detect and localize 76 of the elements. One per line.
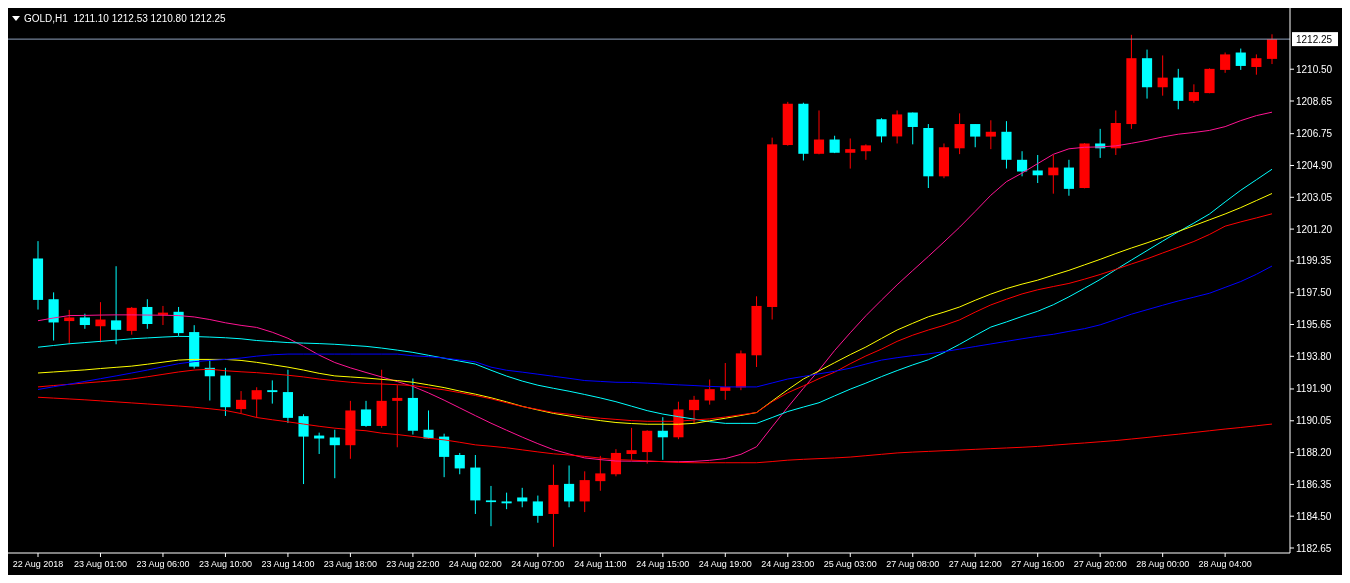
x-tick-label: 24 Aug 15:00 (636, 559, 690, 569)
candlestick (1188, 83, 1199, 104)
candlestick (532, 495, 543, 524)
x-tick-label: 27 Aug 16:00 (1011, 559, 1065, 569)
x-tick-label: 23 Aug 22:00 (386, 559, 440, 569)
candlestick (517, 487, 528, 508)
candlestick (485, 485, 497, 527)
candlestick (579, 470, 590, 513)
candlestick (970, 123, 981, 148)
y-tick-label: 1195.65 (1296, 319, 1332, 331)
candlestick (985, 119, 996, 150)
x-tick-label: 28 Aug 04:00 (1198, 559, 1252, 569)
candlestick (173, 306, 184, 337)
y-tick-label: 1188.20 (1296, 447, 1332, 459)
y-tick-label: 1203.05 (1296, 191, 1333, 203)
x-tick-label: 24 Aug 02:00 (448, 559, 502, 569)
y-tick-label: 1191.90 (1296, 383, 1332, 395)
y-tick-label: 1210.50 (1296, 63, 1333, 75)
candlestick (813, 109, 825, 155)
candlestick (298, 413, 309, 485)
candlestick (64, 309, 75, 345)
x-tick-label: 24 Aug 23:00 (761, 559, 815, 569)
candlestick (329, 429, 340, 479)
candlestick (704, 379, 715, 406)
x-tick-label: 22 Aug 2018 (12, 559, 64, 569)
y-tick-label: 1193.80 (1296, 350, 1332, 362)
x-tick-label: 27 Aug 12:00 (948, 559, 1002, 569)
x-tick-label: 27 Aug 08:00 (886, 559, 940, 569)
candlestick (1157, 54, 1168, 97)
candlestick (48, 291, 59, 341)
candlestick (454, 452, 465, 475)
x-tick-label: 27 Aug 20:00 (1073, 559, 1127, 569)
candlestick (1063, 159, 1075, 197)
y-tick-label: 1186.35 (1296, 478, 1332, 490)
candlestick (1235, 48, 1246, 71)
x-tick-label: 23 Aug 01:00 (73, 559, 128, 569)
candlestick (95, 301, 106, 343)
candlestick (1173, 68, 1184, 110)
x-tick-label: 28 Aug 00:00 (1136, 559, 1190, 569)
y-tick-label: 1197.50 (1296, 287, 1332, 299)
candlestick (360, 400, 372, 428)
candlestick (1017, 150, 1028, 177)
y-tick-label: 1201.20 (1296, 223, 1333, 235)
candlestick (1032, 154, 1043, 184)
x-tick-label: 23 Aug 18:00 (323, 559, 377, 569)
y-tick-label: 1204.90 (1296, 159, 1333, 171)
x-tick-label: 24 Aug 19:00 (698, 559, 752, 569)
y-tick-label: 1182.65 (1296, 542, 1332, 554)
candlestick (1251, 53, 1262, 76)
x-tick-label: 23 Aug 14:00 (261, 559, 315, 569)
candlestick (907, 112, 918, 145)
x-tick-label: 23 Aug 06:00 (136, 559, 190, 569)
y-tick-label: 1208.65 (1296, 95, 1333, 107)
text: GOLD,H1 1211.10 1212.53 1210.80 1212.25 (24, 13, 227, 24)
candlestick (860, 143, 871, 161)
candlestick (876, 117, 887, 143)
ref-line-label: 1212.25 (1296, 33, 1333, 45)
candlestick (657, 416, 668, 461)
candlestick (564, 464, 575, 508)
candlestick (845, 137, 856, 170)
y-tick-label: 1206.75 (1296, 128, 1333, 140)
candlestick (111, 265, 122, 345)
x-tick-label: 24 Aug 07:00 (511, 559, 565, 569)
candlestick (1266, 33, 1278, 65)
x-tick-label: 25 Aug 03:00 (823, 559, 877, 569)
candlestick (267, 379, 278, 405)
candlestick (1220, 52, 1231, 74)
candlestick (439, 433, 450, 478)
line-series (37, 265, 1273, 390)
y-tick-label: 1190.05 (1296, 415, 1332, 427)
y-tick-label: 1184.50 (1296, 510, 1332, 522)
x-tick-label: 24 Aug 11:00 (574, 559, 627, 569)
candlestick (892, 109, 903, 144)
y-tick-label: 1199.35 (1296, 255, 1332, 267)
x-tick-label: 23 Aug 10:00 (198, 559, 252, 569)
candlestick (626, 427, 637, 461)
